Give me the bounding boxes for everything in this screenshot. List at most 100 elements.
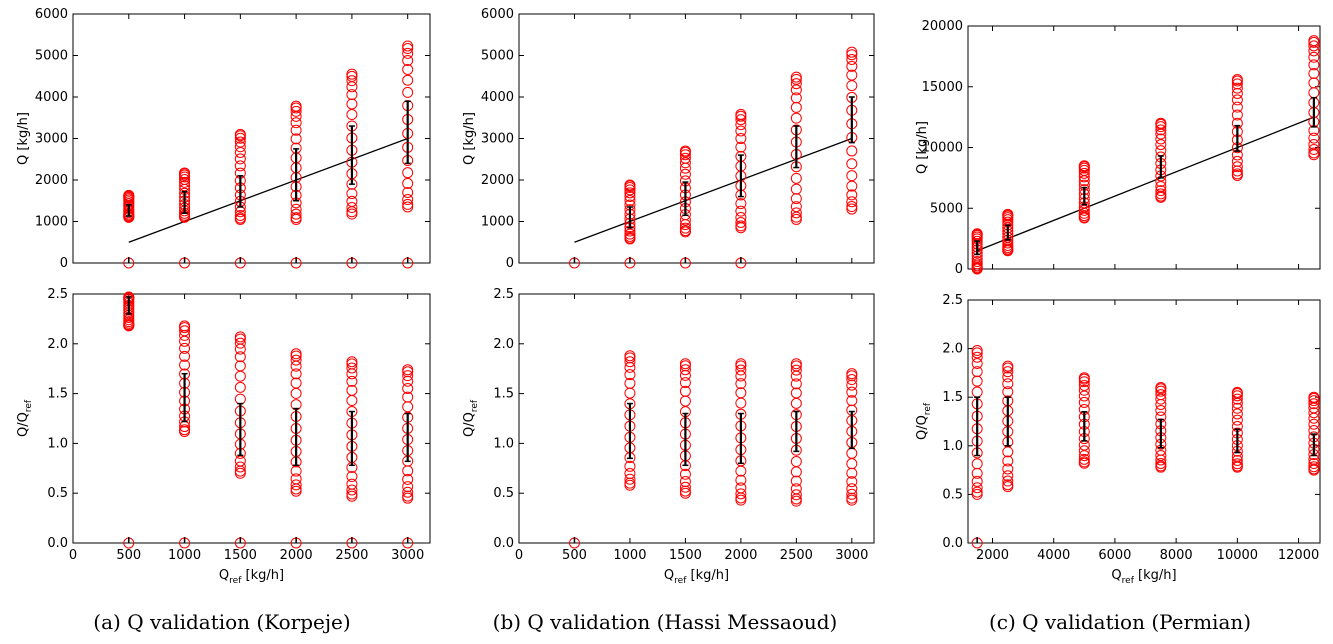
data-point	[179, 180, 191, 192]
data-point	[1231, 408, 1243, 420]
data-point	[1002, 446, 1014, 458]
data-point	[346, 484, 358, 496]
data-point	[402, 481, 414, 493]
data-point	[846, 386, 858, 398]
data-point	[402, 201, 414, 213]
y-tick-label: 0.0	[942, 536, 963, 551]
x-tick-label: 8000	[1160, 548, 1193, 563]
data-point	[1308, 143, 1320, 155]
data-point	[1308, 147, 1320, 159]
data-point	[790, 112, 802, 124]
data-point	[735, 488, 747, 500]
y-tick-label: 1.0	[493, 436, 514, 451]
data-point	[624, 356, 636, 368]
data-point	[234, 381, 246, 393]
data-point	[402, 492, 414, 504]
data-point	[346, 490, 358, 502]
y-tick-label: 2.0	[493, 337, 514, 352]
data-point	[790, 466, 802, 478]
data-point	[971, 366, 983, 378]
data-point	[846, 494, 858, 506]
data-point	[624, 187, 636, 199]
x-tick-label: 2500	[335, 548, 368, 563]
data-point	[234, 141, 246, 153]
data-point	[346, 89, 358, 101]
data-point	[735, 474, 747, 486]
data-point	[790, 397, 802, 409]
data-point	[846, 53, 858, 65]
data-point	[402, 54, 414, 66]
data-point	[234, 146, 246, 158]
data-point	[846, 379, 858, 391]
data-point	[346, 81, 358, 93]
data-point	[790, 370, 802, 382]
data-point	[1308, 87, 1320, 99]
chart-c-top: 0 5000 10000 15000 20000 Q [kg/h]	[915, 19, 1321, 277]
data-point	[234, 209, 246, 221]
data-point	[346, 195, 358, 207]
data-point	[679, 481, 691, 493]
data-point	[346, 98, 358, 110]
data-point	[1308, 59, 1320, 71]
y-axis-label: Q [kg/h]	[462, 112, 477, 165]
data-point	[790, 71, 802, 83]
data-point	[971, 486, 983, 498]
data-point	[1078, 453, 1090, 465]
data-point	[290, 117, 302, 129]
data-point	[1002, 479, 1014, 491]
data-point	[624, 228, 636, 240]
data-point	[402, 198, 414, 210]
data-point	[1155, 188, 1167, 200]
data-point	[234, 132, 246, 144]
data-point	[402, 375, 414, 387]
data-point	[179, 176, 191, 188]
data-point	[735, 205, 747, 217]
y-tick-label: 1.5	[493, 387, 514, 402]
data-point	[402, 63, 414, 75]
y-tick-label: 2.5	[942, 293, 963, 308]
data-point	[346, 375, 358, 387]
data-point	[179, 424, 191, 436]
data-point	[234, 393, 246, 405]
data-point	[1231, 94, 1243, 106]
data-point	[346, 188, 358, 200]
data-point	[846, 49, 858, 61]
y-tick-label: 0.5	[942, 487, 963, 502]
data-point	[790, 92, 802, 104]
y-tick-label: 2.5	[47, 287, 68, 302]
y-axis-label-group: Q [kg/h]	[462, 112, 477, 165]
data-point	[679, 225, 691, 237]
data-point	[290, 348, 302, 360]
data-point	[346, 368, 358, 380]
data-point	[735, 378, 747, 390]
data-point	[790, 364, 802, 376]
y-tick-label: 15000	[922, 80, 963, 95]
data-point	[290, 105, 302, 117]
data-point	[179, 342, 191, 354]
y-tick-label: 6000	[481, 7, 514, 22]
data-point	[971, 347, 983, 359]
data-point	[679, 385, 691, 397]
data-point	[790, 211, 802, 223]
x-axis-label: Qref [kg/h]	[1111, 568, 1176, 586]
data-point	[735, 133, 747, 145]
data-point	[1155, 389, 1167, 401]
data-point	[624, 479, 636, 491]
data-point	[1002, 371, 1014, 383]
data-point	[679, 145, 691, 157]
data-point	[290, 124, 302, 136]
data-point	[971, 375, 983, 387]
data-point	[234, 153, 246, 165]
x-tick-label: 1000	[613, 548, 646, 563]
y-tick-label: 0	[955, 262, 963, 277]
data-point	[1231, 458, 1243, 470]
data-point	[624, 184, 636, 196]
x-tick-label: 0	[515, 548, 523, 563]
data-point	[624, 473, 636, 485]
data-point	[846, 374, 858, 386]
y-tick-label: 5000	[35, 49, 68, 64]
y-tick-label: 3000	[481, 132, 514, 147]
data-point	[1308, 461, 1320, 473]
y-tick-label: 5000	[930, 201, 963, 216]
